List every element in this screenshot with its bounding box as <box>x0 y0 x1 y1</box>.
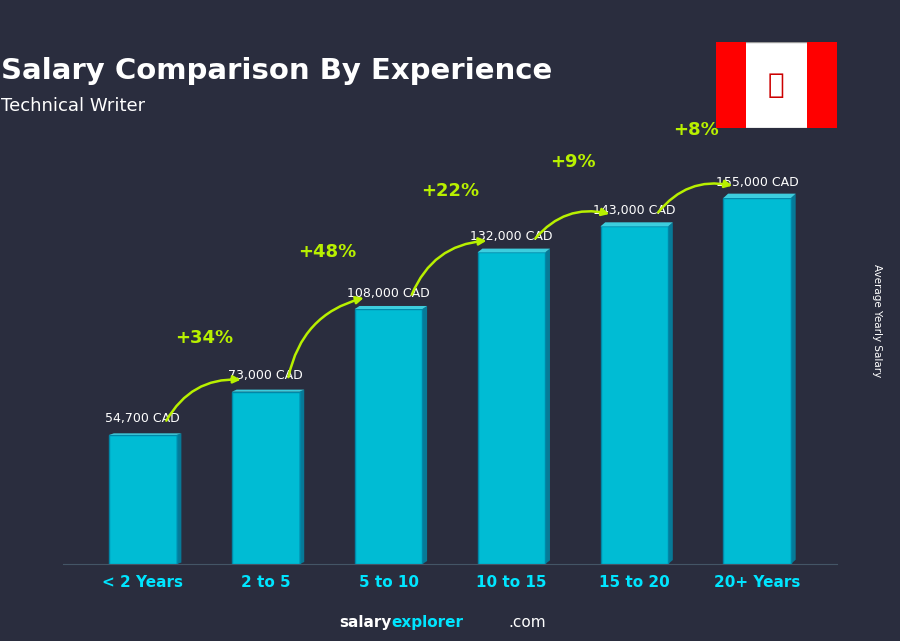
FancyArrowPatch shape <box>411 238 484 295</box>
Bar <box>232 392 300 564</box>
Polygon shape <box>176 433 182 564</box>
Text: 54,700 CAD: 54,700 CAD <box>105 412 180 426</box>
Polygon shape <box>478 249 550 253</box>
Polygon shape <box>600 222 673 226</box>
Polygon shape <box>724 194 796 198</box>
FancyArrowPatch shape <box>658 181 730 212</box>
Text: .com: .com <box>508 615 546 630</box>
Text: 132,000 CAD: 132,000 CAD <box>470 230 553 243</box>
FancyArrowPatch shape <box>166 376 238 420</box>
Text: explorer: explorer <box>392 615 464 630</box>
Polygon shape <box>300 390 304 564</box>
Polygon shape <box>668 222 673 564</box>
Polygon shape <box>232 390 304 392</box>
Text: 155,000 CAD: 155,000 CAD <box>716 176 798 188</box>
Bar <box>724 198 791 564</box>
FancyBboxPatch shape <box>716 42 746 128</box>
Polygon shape <box>791 194 796 564</box>
FancyArrowPatch shape <box>536 209 607 238</box>
Polygon shape <box>109 433 182 435</box>
Text: 🍁: 🍁 <box>768 71 785 99</box>
Polygon shape <box>355 306 428 309</box>
Text: 143,000 CAD: 143,000 CAD <box>593 204 676 217</box>
Text: +48%: +48% <box>298 242 356 261</box>
Text: Technical Writer: Technical Writer <box>1 97 145 115</box>
Text: +9%: +9% <box>550 153 596 171</box>
Text: Salary Comparison By Experience: Salary Comparison By Experience <box>1 57 553 85</box>
Bar <box>478 253 545 564</box>
FancyArrowPatch shape <box>288 297 361 377</box>
Bar <box>600 226 668 564</box>
Polygon shape <box>422 306 427 564</box>
Text: +22%: +22% <box>421 183 479 201</box>
FancyBboxPatch shape <box>806 42 837 128</box>
Text: salary: salary <box>339 615 392 630</box>
Text: +8%: +8% <box>673 121 718 139</box>
Bar <box>355 309 422 564</box>
Text: 73,000 CAD: 73,000 CAD <box>229 369 303 382</box>
Text: +34%: +34% <box>176 329 233 347</box>
Bar <box>109 435 176 564</box>
FancyBboxPatch shape <box>716 42 837 128</box>
Text: 108,000 CAD: 108,000 CAD <box>347 287 430 299</box>
Polygon shape <box>545 249 550 564</box>
Text: Average Yearly Salary: Average Yearly Salary <box>872 264 883 377</box>
